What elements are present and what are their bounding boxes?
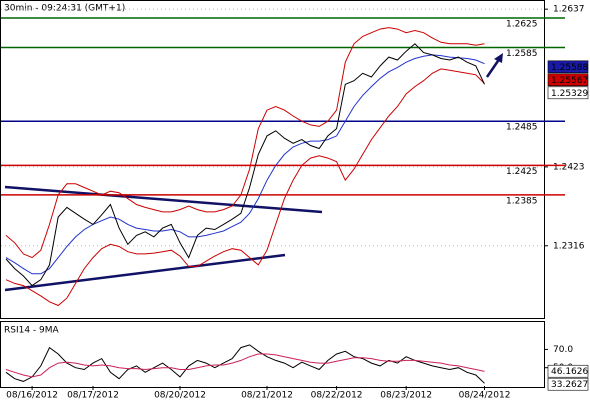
series-line <box>5 353 485 378</box>
series-line <box>5 344 485 384</box>
level-label: 1.2425 <box>506 167 538 177</box>
price-box-label: 1.25329 <box>551 89 588 99</box>
chart-title: 30min - 09:24:31 (GMT+1) <box>4 4 125 14</box>
x-tick-label: 08/23/2012 <box>380 391 432 400</box>
main-panel <box>0 0 545 319</box>
price-box <box>547 73 589 87</box>
y-tick-label: 1.2316 <box>553 241 585 251</box>
price-box <box>547 364 589 378</box>
level-label: 1.2485 <box>506 123 538 133</box>
x-tick-label: 08/21/2012 <box>241 391 293 400</box>
level-label: 1.2625 <box>506 20 538 30</box>
rsi-title: RSI14 - 9MA <box>4 326 60 336</box>
level-label: 1.2385 <box>506 196 538 206</box>
arrow-head <box>494 53 503 63</box>
y-tick-label: 1.2423 <box>553 162 585 172</box>
price-box <box>547 60 589 74</box>
arrow <box>485 57 502 78</box>
trend-line <box>4 253 286 292</box>
price-box-label: 33.2627 <box>551 380 588 390</box>
price-box-label: 1.25567 <box>551 76 588 86</box>
level-label: 1.2585 <box>506 49 538 59</box>
x-tick-label: 08/17/2012 <box>67 391 119 400</box>
y-tick-label: 70.0 <box>553 345 573 355</box>
series-line <box>5 68 485 307</box>
price-box <box>547 86 589 100</box>
trend-line <box>4 185 323 214</box>
x-tick-label: 08/24/2012 <box>459 391 511 400</box>
title-bg <box>2 2 130 14</box>
x-tick-label: 08/16/2012 <box>6 391 58 400</box>
y-tick-label: 1.2637 <box>553 5 585 15</box>
price-box-label: 46.1626 <box>551 367 588 377</box>
series-line <box>5 54 485 275</box>
price-box <box>547 377 589 391</box>
price-box-label: 1.25588 <box>551 63 588 73</box>
x-tick-label: 08/20/2012 <box>154 391 206 400</box>
x-tick-label: 08/22/2012 <box>311 391 363 400</box>
series-line <box>5 27 485 259</box>
series-line <box>5 43 485 287</box>
